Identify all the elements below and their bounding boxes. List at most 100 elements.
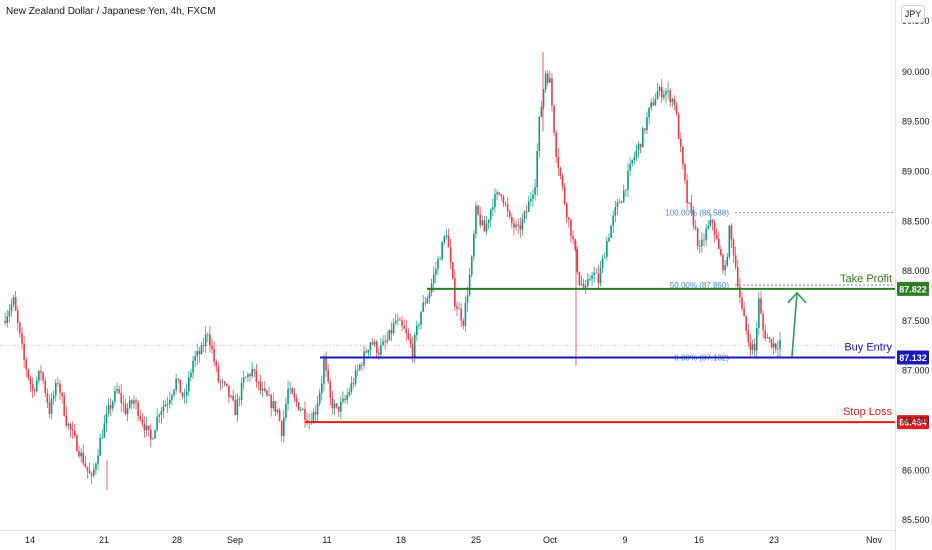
candle-body [684, 164, 686, 181]
candle-body [760, 298, 762, 314]
candle-body [276, 409, 279, 412]
candle-body [530, 198, 532, 202]
candle-body [27, 369, 30, 378]
candle-body [540, 106, 543, 117]
candle-body [399, 319, 401, 321]
candle-body [679, 138, 682, 147]
candle-body [97, 455, 99, 464]
candle-body [380, 345, 382, 355]
candle-body [534, 187, 536, 195]
candle-body [103, 423, 106, 438]
candle-body [618, 202, 621, 204]
candle-body [390, 329, 393, 334]
candle-body [599, 268, 602, 283]
candle-body [764, 330, 767, 339]
candle-body [352, 383, 355, 385]
candle-body [732, 239, 735, 256]
candle-body [61, 392, 63, 397]
candle-body [451, 262, 454, 279]
candle-body [361, 364, 363, 366]
candle-body [264, 388, 266, 391]
candle-body [418, 324, 420, 326]
candle-body [468, 274, 471, 296]
currency-badge[interactable]: JPY [901, 5, 925, 23]
candle-body [553, 105, 555, 133]
candle-body [141, 419, 144, 424]
candle-body [12, 297, 15, 305]
y-tick-label: 86.000 [902, 465, 930, 475]
candle-body [348, 392, 351, 396]
candle-body [375, 341, 378, 353]
candle-body [694, 225, 697, 229]
candle-body [245, 377, 247, 378]
candle-body [703, 239, 705, 241]
candle-body [333, 403, 336, 408]
candle-body [63, 396, 66, 416]
candle-body [576, 249, 579, 272]
time-axis-separator [0, 530, 895, 531]
candle-body [386, 339, 389, 342]
candle-body [76, 435, 78, 452]
level-price-tag [897, 415, 929, 430]
candle-body [118, 389, 120, 393]
candle-body [388, 329, 391, 340]
candle-body [498, 192, 500, 195]
candle-body [259, 381, 262, 391]
candle-body [707, 225, 710, 229]
candle-body [606, 241, 608, 257]
candle-body [701, 239, 703, 246]
candle-body [236, 399, 239, 416]
candle-body [325, 358, 327, 371]
candle-body [711, 220, 714, 223]
candle-body [584, 286, 587, 288]
candle-body [196, 351, 199, 357]
symbol-title[interactable]: New Zealand Dollar / Japanese Yen, 4h, F… [6, 6, 216, 17]
candle-body [33, 389, 36, 391]
candle-body [278, 409, 281, 421]
target-arrow-head [787, 291, 807, 304]
candle-body [397, 319, 399, 321]
candle-body [78, 451, 80, 457]
candle-body [614, 207, 617, 216]
candle-body [314, 412, 317, 415]
candle-body [25, 359, 28, 370]
fib-level-label: 100.00% (88.588) [665, 209, 729, 218]
y-tick-label: 87.500 [902, 316, 930, 326]
candle-body [342, 398, 344, 402]
candle-body [122, 402, 125, 404]
candle-body [612, 215, 614, 226]
candle-body [242, 377, 245, 383]
candle-body [646, 117, 648, 131]
candle-body [52, 395, 55, 399]
candle-body [652, 102, 655, 106]
candle-body [365, 351, 367, 353]
candle-body [223, 381, 226, 384]
candle-body [255, 370, 258, 382]
candle-body [555, 132, 557, 158]
candle-body [525, 211, 528, 213]
level-label: Take Profit [840, 273, 892, 285]
x-tick-label: 14 [25, 535, 35, 545]
candle-body [221, 381, 224, 383]
level-label: Stop Loss [843, 406, 892, 418]
candle-body [475, 205, 477, 234]
candle-body [437, 259, 439, 270]
candle-body [21, 333, 23, 344]
candle-body [627, 170, 629, 190]
candle-body [536, 151, 538, 188]
candle-body [394, 320, 397, 324]
candle-body [16, 310, 19, 323]
candle-body [373, 341, 376, 345]
candle-body [777, 348, 779, 350]
candle-body [527, 201, 530, 213]
y-tick-label: 89.500 [902, 117, 930, 127]
candle-body [230, 395, 232, 397]
candle-body [774, 343, 777, 350]
candle-body [304, 408, 306, 420]
candle-body [38, 370, 40, 381]
candle-body [109, 405, 112, 409]
candle-body [730, 225, 733, 240]
candle-body [432, 274, 435, 284]
candle-body [641, 128, 644, 148]
